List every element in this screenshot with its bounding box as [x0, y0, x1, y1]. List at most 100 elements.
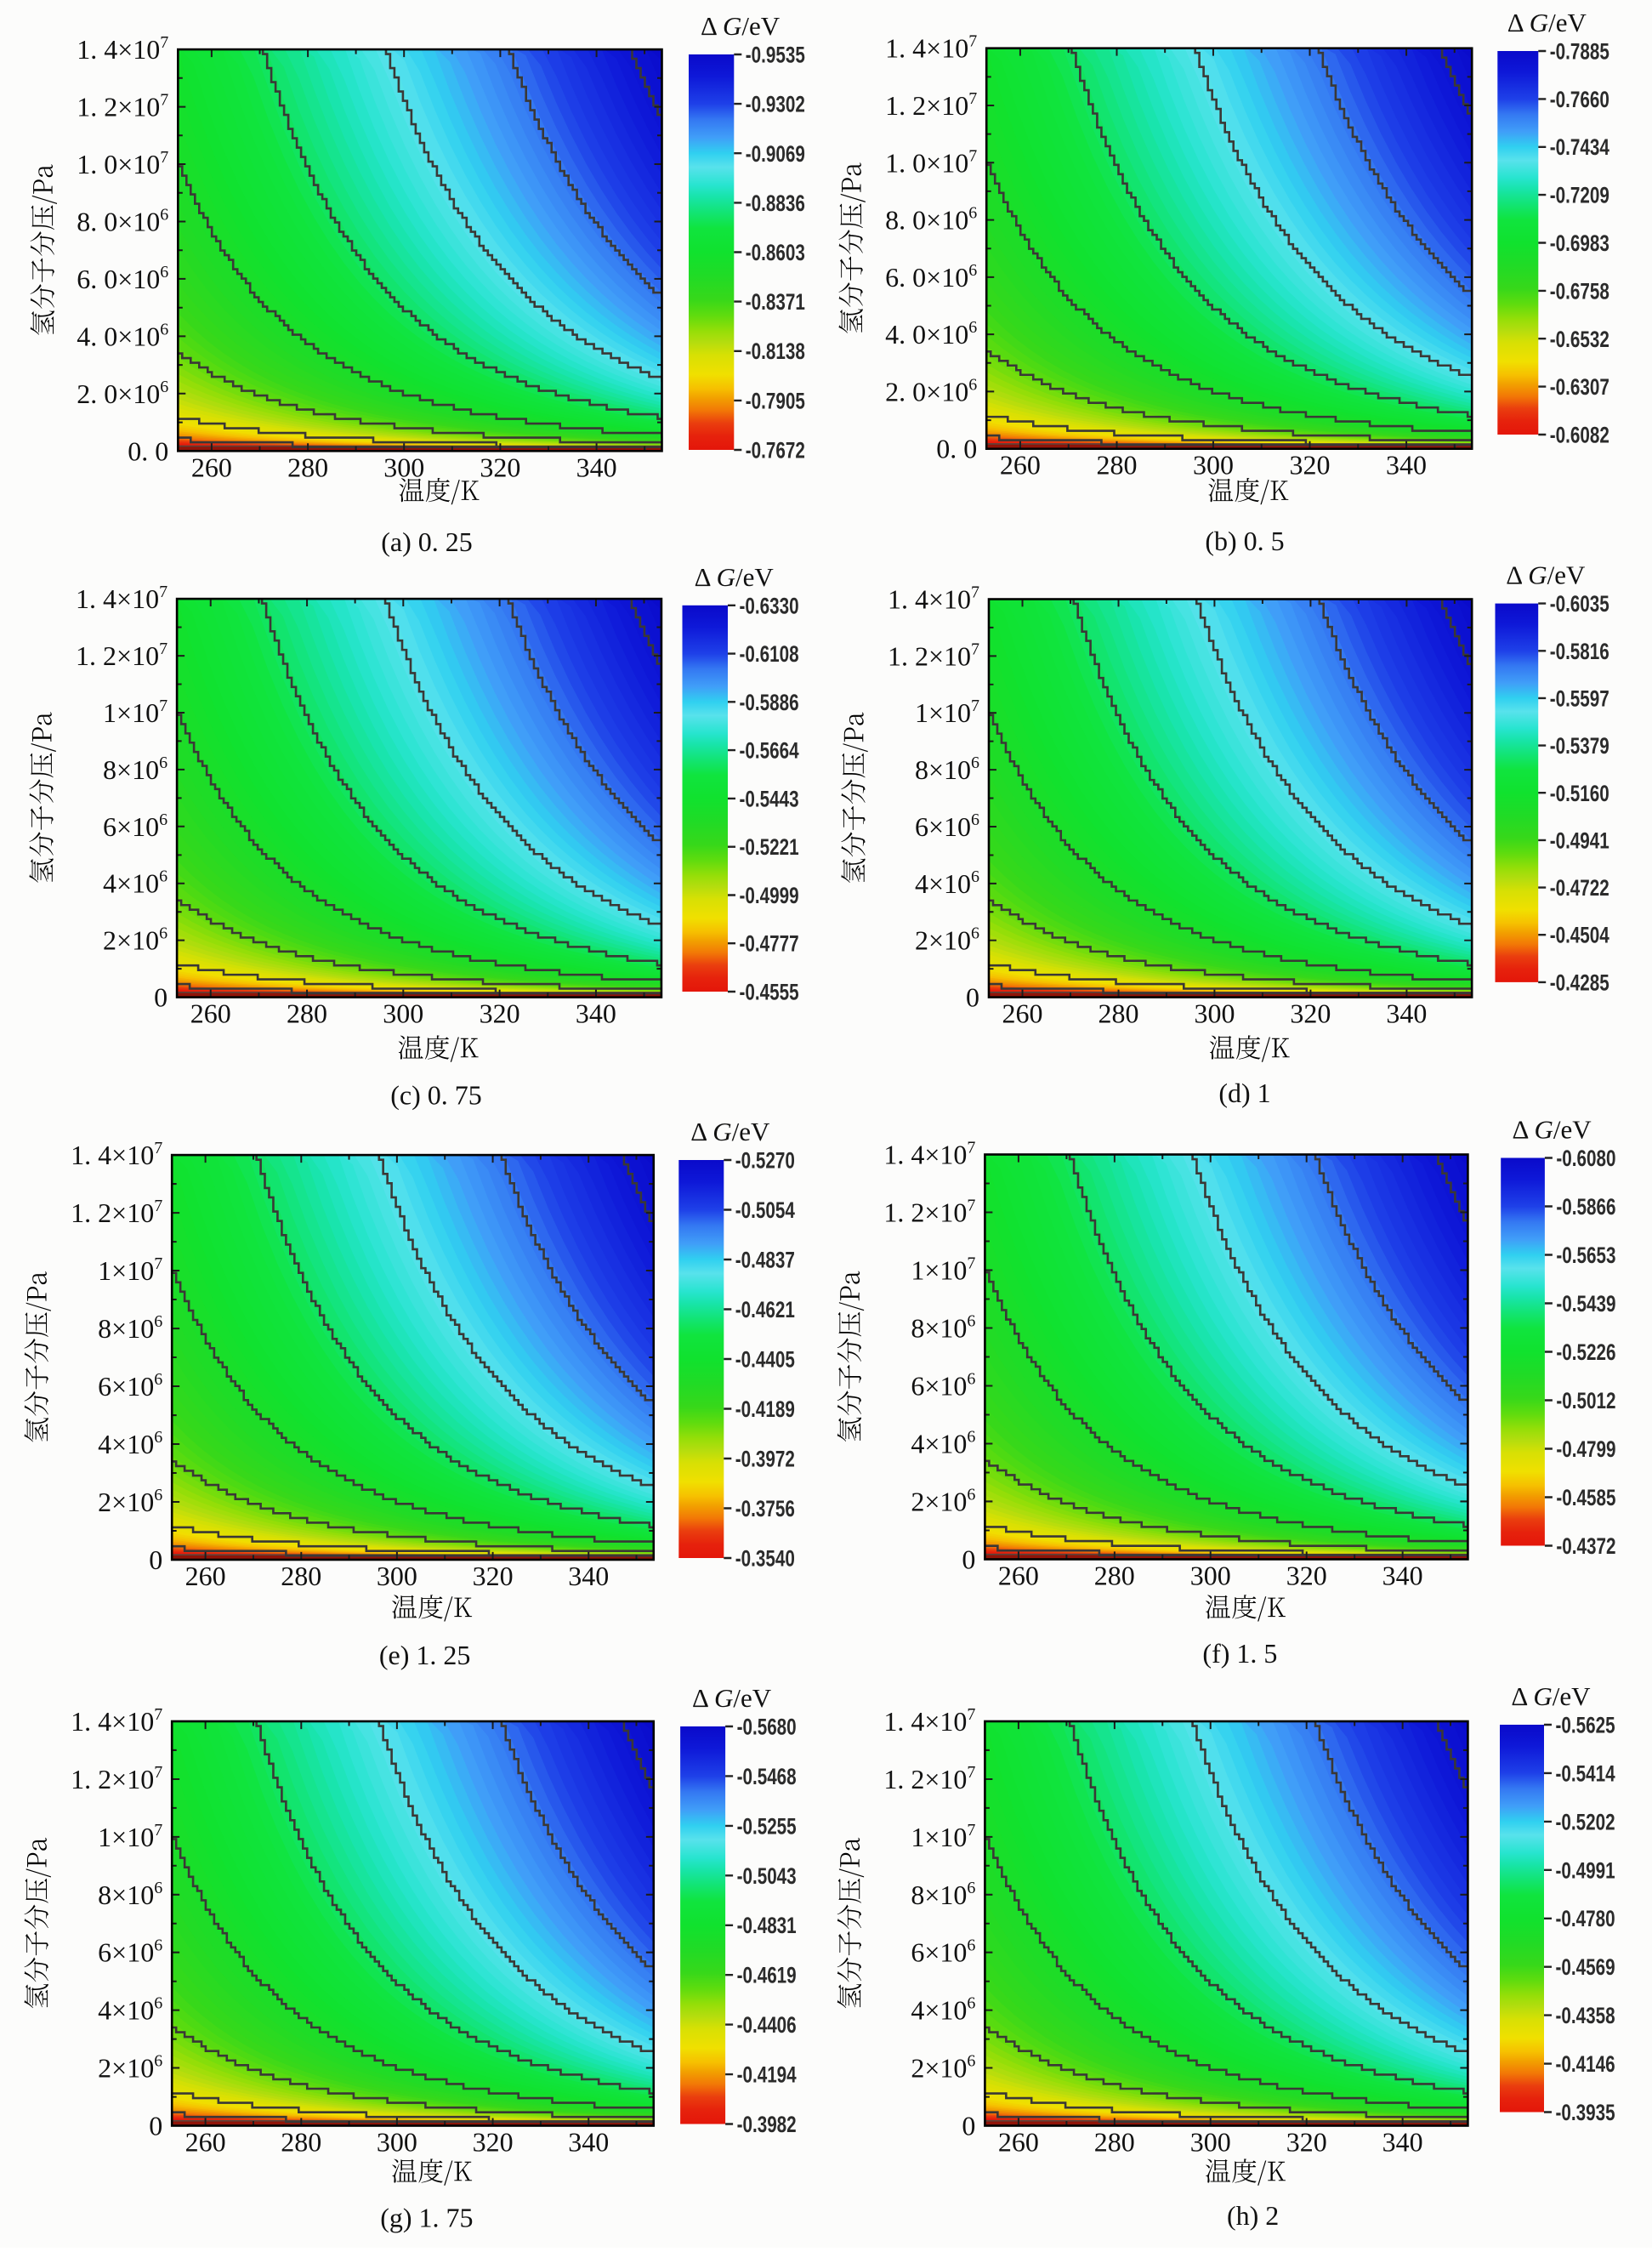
- svg-text:-0.9302: -0.9302: [746, 92, 805, 117]
- svg-text:-0.6108: -0.6108: [740, 642, 799, 668]
- svg-text:2. 0×106: 2. 0×106: [77, 378, 168, 409]
- svg-text:-0.8836: -0.8836: [746, 191, 805, 216]
- svg-text:320: 320: [480, 452, 520, 482]
- svg-text:300: 300: [1193, 450, 1234, 481]
- svg-text:320: 320: [1290, 450, 1331, 481]
- svg-text:1. 4×107: 1. 4×107: [883, 1139, 975, 1170]
- svg-text:6×106: 6×106: [911, 1370, 975, 1402]
- svg-text:-0.5866: -0.5866: [1556, 1195, 1615, 1220]
- svg-text:260: 260: [185, 2127, 226, 2158]
- svg-text:300: 300: [377, 1561, 417, 1591]
- svg-text:-0.6983: -0.6983: [1550, 231, 1609, 257]
- svg-text:260: 260: [1002, 998, 1043, 1029]
- svg-text:0: 0: [149, 1544, 162, 1575]
- svg-text:-0.9069: -0.9069: [746, 141, 805, 167]
- svg-text:320: 320: [1286, 1561, 1327, 1591]
- svg-text:Δ G/eV: Δ G/eV: [1511, 1681, 1591, 1711]
- svg-text:2×106: 2×106: [911, 2052, 975, 2084]
- svg-text:-0.4722: -0.4722: [1550, 876, 1609, 901]
- svg-text:(h) 2: (h) 2: [1227, 2200, 1279, 2231]
- svg-text:-0.8138: -0.8138: [746, 339, 805, 365]
- svg-text:4×106: 4×106: [911, 1994, 975, 2026]
- svg-text:-0.5886: -0.5886: [740, 690, 799, 715]
- svg-text:-0.5054: -0.5054: [735, 1198, 796, 1224]
- svg-text:-0.5379: -0.5379: [1550, 734, 1609, 759]
- svg-text:1. 2×107: 1. 2×107: [76, 640, 167, 671]
- svg-text:(b) 0. 5: (b) 0. 5: [1205, 526, 1284, 556]
- svg-text:260: 260: [191, 452, 232, 482]
- svg-text:Δ G/eV: Δ G/eV: [701, 11, 781, 41]
- svg-text:-0.5414: -0.5414: [1556, 1761, 1616, 1787]
- svg-text:-0.4777: -0.4777: [740, 931, 799, 957]
- svg-text:-0.5468: -0.5468: [737, 1764, 797, 1789]
- svg-text:-0.7660: -0.7660: [1550, 87, 1609, 112]
- svg-text:8×106: 8×106: [98, 1312, 162, 1344]
- svg-text:-0.5255: -0.5255: [737, 1814, 797, 1840]
- svg-text:2×106: 2×106: [98, 1486, 162, 1517]
- svg-text:8×106: 8×106: [915, 754, 979, 785]
- svg-text:-0.5664: -0.5664: [740, 738, 800, 764]
- svg-text:-0.4405: -0.4405: [735, 1347, 795, 1373]
- svg-text:-0.5816: -0.5816: [1550, 639, 1609, 664]
- svg-text:4. 0×106: 4. 0×106: [885, 318, 977, 350]
- svg-text:0: 0: [962, 2111, 975, 2141]
- svg-text:-0.6330: -0.6330: [740, 594, 799, 619]
- svg-text:-0.4831: -0.4831: [737, 1914, 797, 1939]
- svg-text:Δ G/eV: Δ G/eV: [1507, 8, 1587, 37]
- svg-text:1. 4×107: 1. 4×107: [888, 583, 979, 615]
- svg-text:-0.5012: -0.5012: [1556, 1389, 1615, 1414]
- svg-text:1. 4×107: 1. 4×107: [883, 1705, 975, 1737]
- svg-text:(e) 1. 25: (e) 1. 25: [379, 1640, 471, 1670]
- svg-text:1. 2×107: 1. 2×107: [883, 1197, 975, 1228]
- svg-text:1. 4×107: 1. 4×107: [71, 1139, 162, 1170]
- svg-text:340: 340: [576, 452, 617, 482]
- svg-text:8. 0×106: 8. 0×106: [77, 206, 168, 237]
- svg-text:4×106: 4×106: [911, 1428, 975, 1459]
- svg-text:4×106: 4×106: [915, 867, 979, 899]
- svg-text:1. 4×107: 1. 4×107: [885, 32, 977, 64]
- svg-text:-0.4189: -0.4189: [735, 1397, 795, 1423]
- svg-text:1. 4×107: 1. 4×107: [77, 33, 168, 65]
- svg-text:0. 0: 0. 0: [936, 434, 977, 464]
- svg-text:1×107: 1×107: [98, 1821, 162, 1852]
- svg-text:300: 300: [377, 2127, 417, 2158]
- svg-text:280: 280: [287, 998, 327, 1029]
- svg-text:-0.5597: -0.5597: [1550, 686, 1609, 712]
- svg-text:1. 2×107: 1. 2×107: [77, 91, 168, 122]
- svg-text:0: 0: [962, 1544, 975, 1575]
- svg-text:260: 260: [1000, 450, 1041, 481]
- svg-text:-0.5270: -0.5270: [735, 1148, 795, 1174]
- svg-text:0: 0: [966, 982, 979, 1013]
- svg-text:2×106: 2×106: [915, 924, 979, 956]
- svg-text:1. 4×107: 1. 4×107: [76, 583, 167, 614]
- svg-text:-0.4372: -0.4372: [1556, 1534, 1615, 1560]
- svg-text:6×106: 6×106: [915, 810, 979, 842]
- svg-text:-0.3972: -0.3972: [735, 1447, 795, 1472]
- svg-text:-0.5202: -0.5202: [1556, 1810, 1615, 1835]
- svg-text:280: 280: [1098, 998, 1139, 1029]
- svg-text:-0.4146: -0.4146: [1556, 2052, 1615, 2078]
- svg-text:-0.4585: -0.4585: [1556, 1486, 1615, 1511]
- svg-text:8×106: 8×106: [911, 1312, 975, 1344]
- svg-text:-0.5226: -0.5226: [1556, 1340, 1615, 1366]
- svg-text:8×106: 8×106: [103, 754, 167, 785]
- svg-text:1. 0×107: 1. 0×107: [77, 148, 168, 179]
- svg-text:0: 0: [149, 2111, 162, 2141]
- svg-text:6×106: 6×106: [911, 1936, 975, 1968]
- svg-text:-0.4780: -0.4780: [1556, 1907, 1615, 1932]
- svg-text:-0.4621: -0.4621: [735, 1298, 795, 1323]
- svg-text:280: 280: [1094, 2127, 1135, 2158]
- svg-text:340: 340: [568, 1561, 609, 1591]
- svg-text:-0.4406: -0.4406: [737, 2013, 797, 2039]
- svg-text:2×106: 2×106: [911, 1486, 975, 1517]
- svg-text:4×106: 4×106: [98, 1994, 162, 2026]
- svg-text:1. 2×107: 1. 2×107: [883, 1763, 975, 1794]
- svg-text:8×106: 8×106: [911, 1879, 975, 1910]
- svg-text:-0.4999: -0.4999: [740, 884, 799, 909]
- svg-text:320: 320: [1286, 2127, 1327, 2158]
- svg-text:-0.5221: -0.5221: [740, 835, 799, 861]
- svg-text:-0.4619: -0.4619: [737, 1963, 797, 1988]
- svg-text:320: 320: [480, 998, 520, 1029]
- svg-text:-0.7885: -0.7885: [1550, 39, 1609, 65]
- svg-text:4×106: 4×106: [98, 1428, 162, 1459]
